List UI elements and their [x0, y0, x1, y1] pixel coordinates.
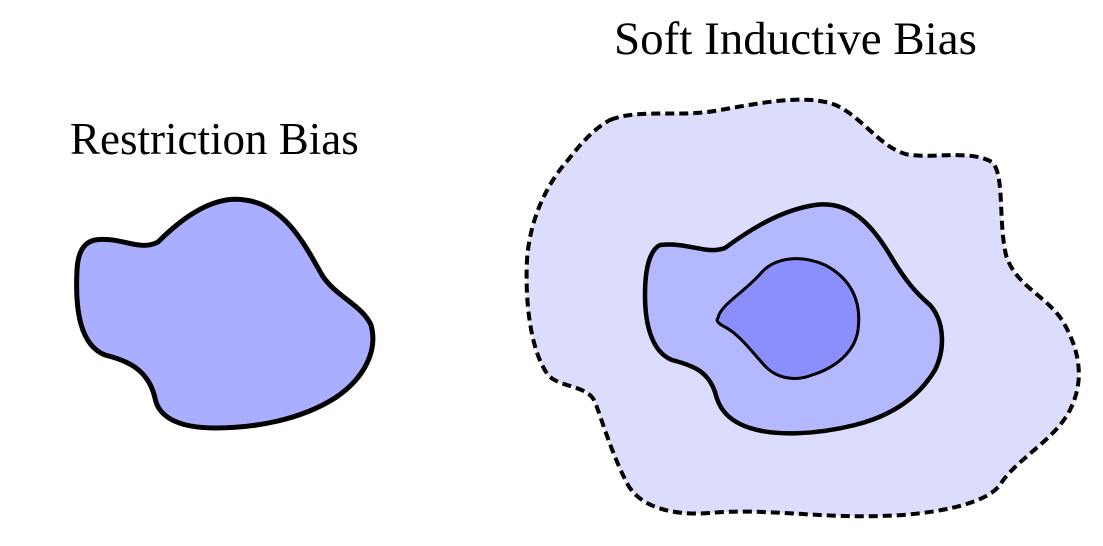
soft-bias-inner-region: [715, 257, 861, 380]
restriction-bias-label: Restriction Bias: [70, 114, 359, 164]
soft-inductive-bias-label: Soft Inductive Bias: [614, 13, 977, 65]
restriction-bias-region: [74, 196, 376, 431]
